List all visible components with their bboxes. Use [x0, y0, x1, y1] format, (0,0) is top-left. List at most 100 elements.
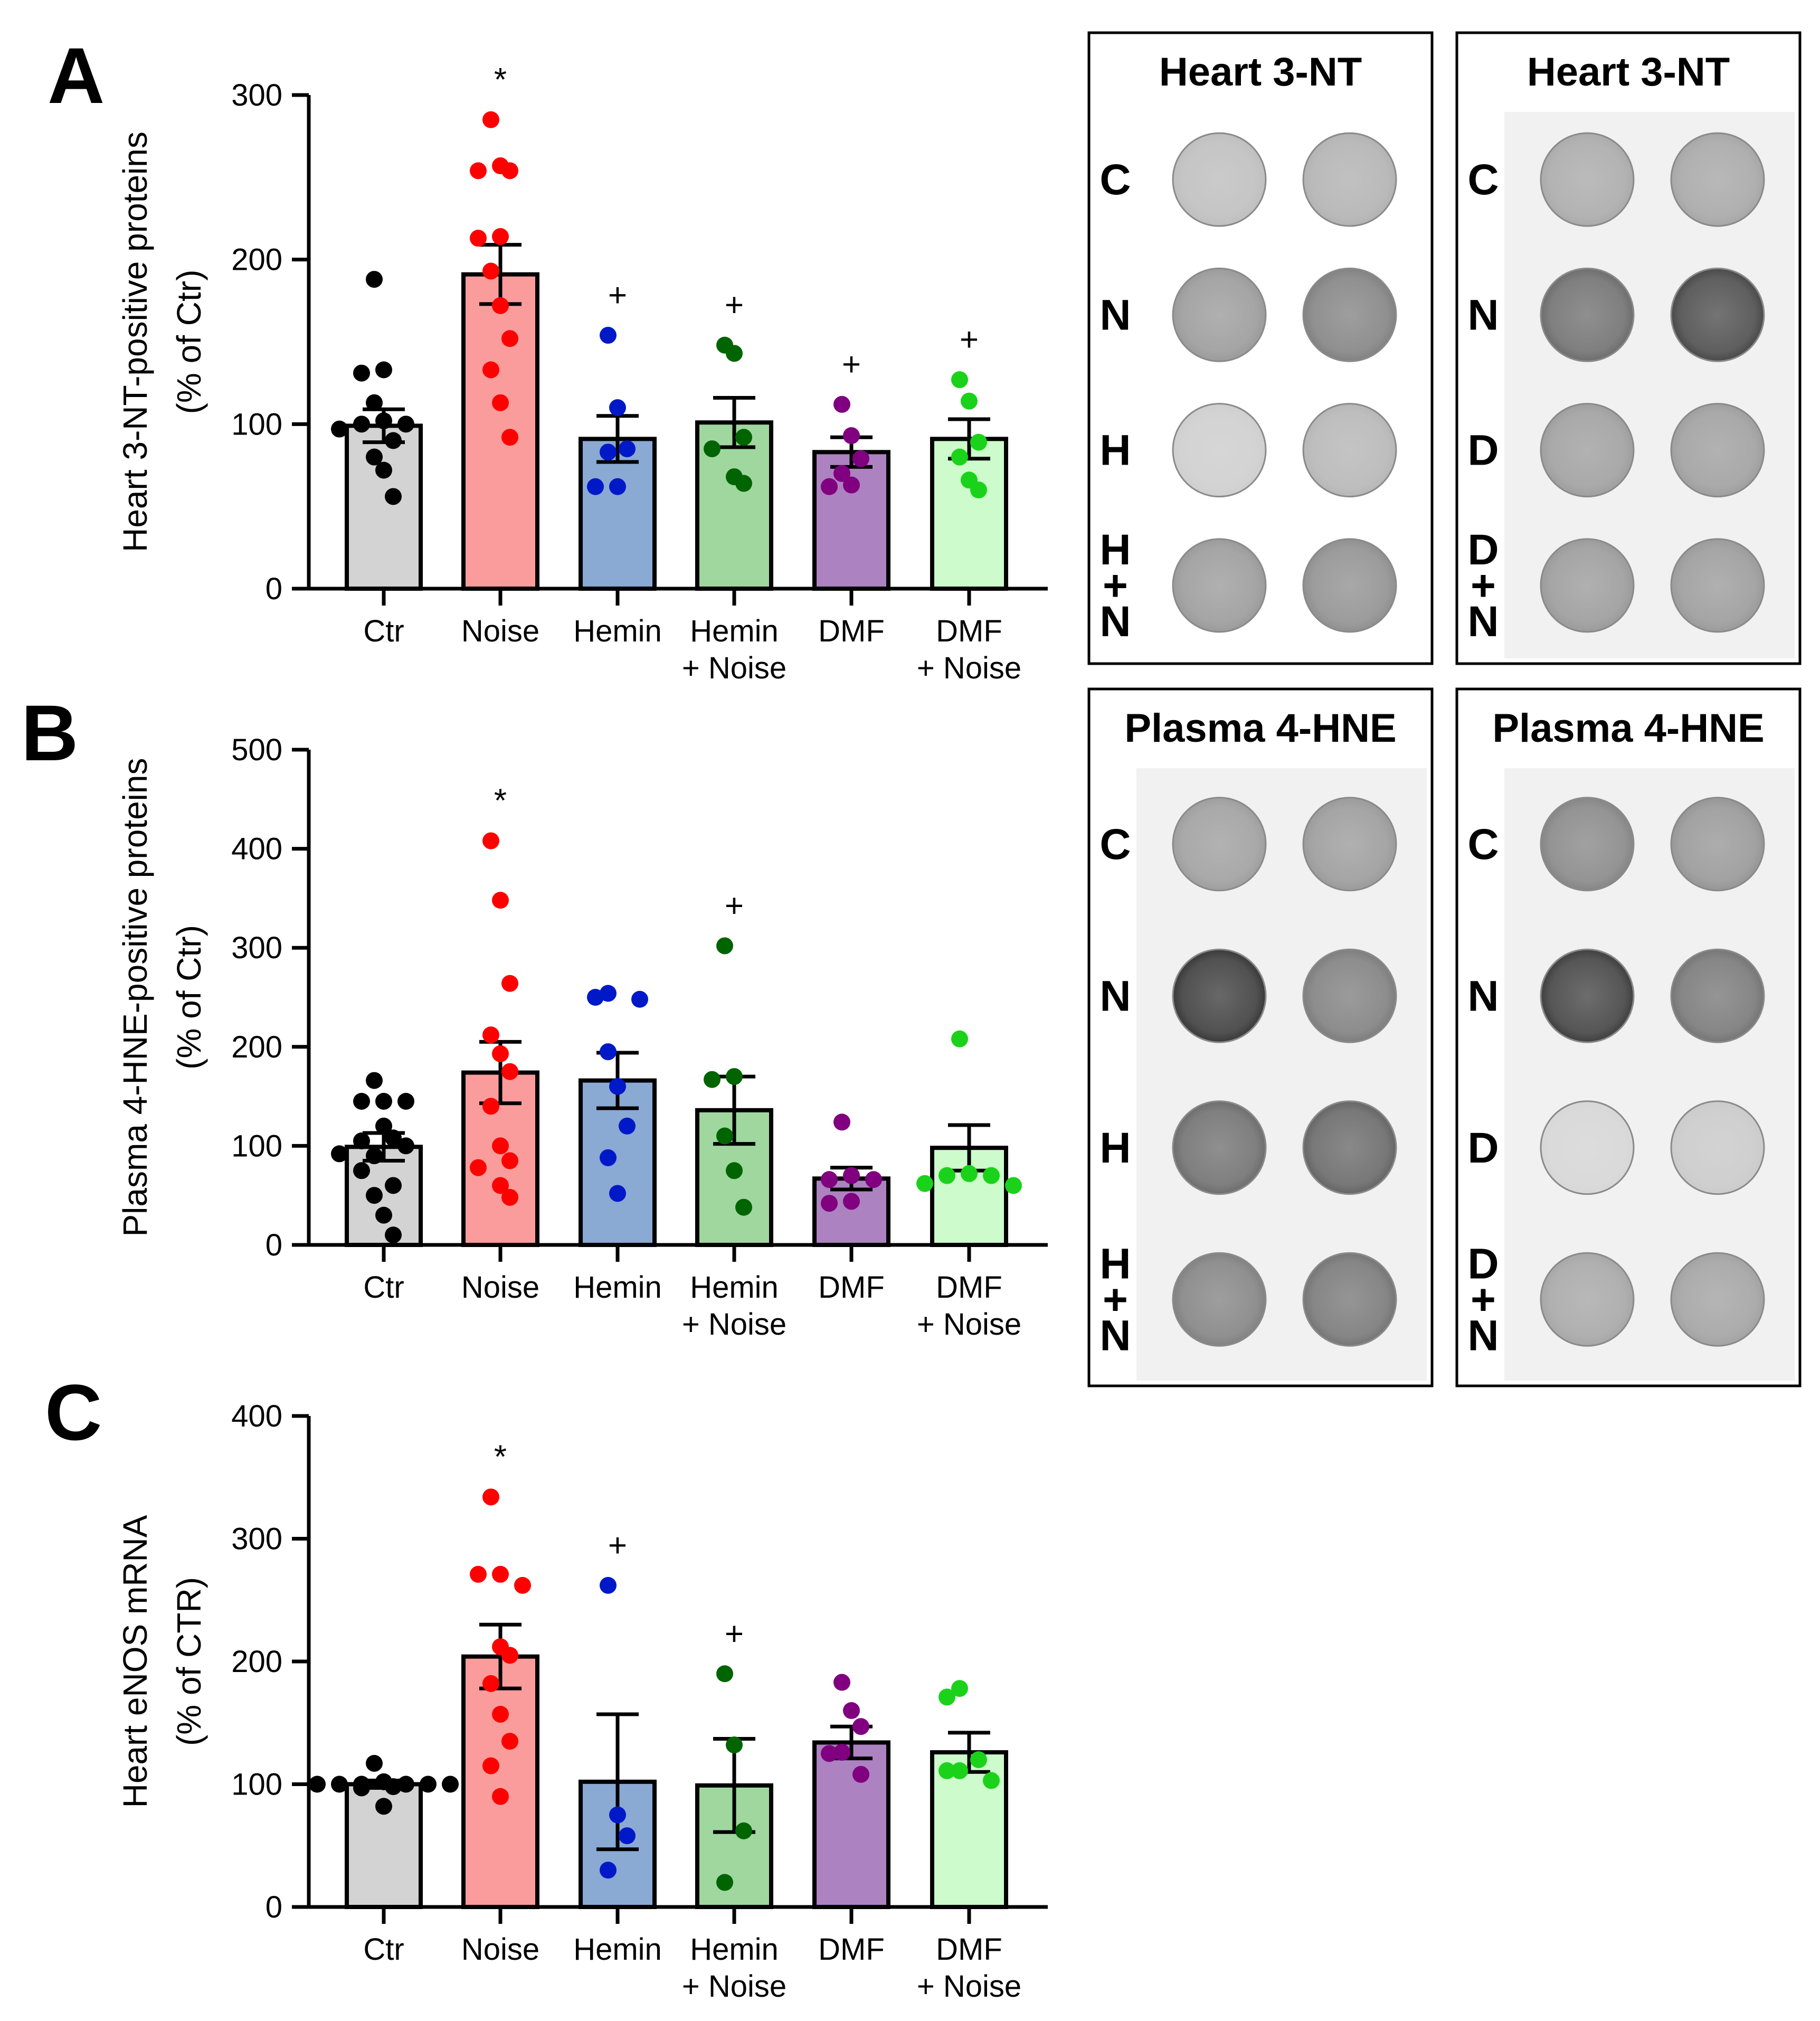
data-point [385, 432, 402, 449]
data-point [501, 1152, 518, 1169]
blot-dot [1302, 132, 1397, 227]
bar [930, 437, 1008, 591]
chart-a: A Heart 3-NT-positive proteins (% of Ctr) *… [48, 31, 1048, 685]
data-point [385, 1129, 402, 1147]
data-point [331, 1145, 348, 1163]
blot-row-label: D [1467, 427, 1499, 475]
data-point [821, 478, 838, 495]
blot-row-label: C [1099, 820, 1131, 868]
significance-marker: * [494, 62, 507, 98]
data-point [353, 1092, 370, 1110]
y-tick-label: 0 [266, 1890, 282, 1924]
blot-row-label: H [1099, 1124, 1131, 1172]
x-tick-label-line2: + Noise [917, 1969, 1021, 2004]
significance-marker: * [494, 1439, 507, 1475]
data-point [492, 1705, 509, 1723]
panel-label: A [48, 31, 105, 120]
data-point [587, 478, 604, 495]
data-point [353, 415, 370, 433]
data-point [735, 475, 752, 492]
significance-marker: + [608, 277, 627, 314]
x-tick-label: Hemin [690, 614, 779, 648]
data-point [366, 394, 383, 411]
data-point [821, 1745, 838, 1762]
data-point [716, 1127, 733, 1145]
data-point [843, 476, 860, 494]
blot-row-label: + [1103, 562, 1128, 610]
data-point [951, 1680, 968, 1697]
blot-dot [1302, 267, 1397, 362]
data-point [492, 1045, 509, 1062]
data-point [951, 1762, 968, 1779]
data-point [397, 1776, 414, 1793]
significance-marker: * [494, 783, 507, 819]
x-tick-label: DMF [936, 614, 1002, 648]
data-point [482, 1675, 499, 1692]
data-point [470, 230, 487, 247]
data-point [843, 427, 860, 445]
y-tick-label: 0 [266, 1228, 282, 1262]
data-point [309, 1776, 326, 1793]
data-point [492, 1137, 509, 1155]
y-tick-label: 300 [231, 1522, 282, 1556]
data-point [609, 1806, 626, 1824]
blot-row-label: + [1471, 1276, 1496, 1324]
data-point [482, 1098, 499, 1115]
blot-dot [1172, 948, 1267, 1043]
data-point [482, 361, 499, 379]
data-point [385, 488, 402, 505]
data-point [366, 271, 383, 288]
data-point [619, 1827, 636, 1845]
blot-dot [1302, 948, 1397, 1043]
data-point [375, 361, 392, 379]
x-tick-label: Hemin [690, 1270, 779, 1305]
data-point [865, 1171, 882, 1188]
data-point [970, 1751, 987, 1768]
y-tick-label: 100 [231, 407, 282, 441]
data-point [501, 1188, 518, 1206]
data-point [609, 478, 626, 495]
data-point [420, 1776, 437, 1793]
blot-dot [1540, 538, 1635, 633]
data-point [726, 1736, 743, 1754]
blot-row-label: H [1099, 1240, 1131, 1288]
data-point [375, 1117, 392, 1135]
data-point [852, 1765, 869, 1783]
x-tick-label: Noise [461, 1270, 539, 1305]
data-point [600, 985, 617, 1002]
data-point [366, 1187, 383, 1204]
data-point [492, 394, 509, 411]
bar [461, 272, 539, 591]
data-point [1005, 1177, 1022, 1194]
x-tick-label: Noise [461, 1932, 539, 1967]
x-tick-label: Ctr [363, 1270, 404, 1305]
data-point [366, 1072, 383, 1089]
data-point [600, 327, 617, 344]
data-point [833, 395, 850, 413]
blot-dot [1302, 403, 1397, 498]
data-point [600, 443, 617, 461]
blot-title: Heart 3-NT [1159, 50, 1362, 95]
blot-title: Heart 3-NT [1527, 50, 1730, 95]
x-tick-label: Hemin [690, 1932, 779, 1967]
data-point [821, 1195, 838, 1212]
data-point [482, 1026, 499, 1044]
data-point [833, 1113, 850, 1131]
data-point [492, 892, 509, 909]
data-point [716, 937, 733, 955]
data-point [843, 1193, 860, 1210]
data-point [366, 448, 383, 466]
bar [812, 450, 890, 591]
data-point [501, 1063, 518, 1080]
data-point [939, 1762, 955, 1779]
data-point [501, 162, 518, 180]
data-point [501, 429, 518, 446]
data-point [492, 1177, 509, 1194]
x-tick-label: Ctr [363, 614, 404, 648]
blot-dot [1302, 1252, 1397, 1347]
data-point [619, 1117, 636, 1135]
blot-row-label: N [1099, 291, 1131, 339]
blot-row-label: D [1467, 1240, 1499, 1288]
data-point [821, 1171, 838, 1188]
